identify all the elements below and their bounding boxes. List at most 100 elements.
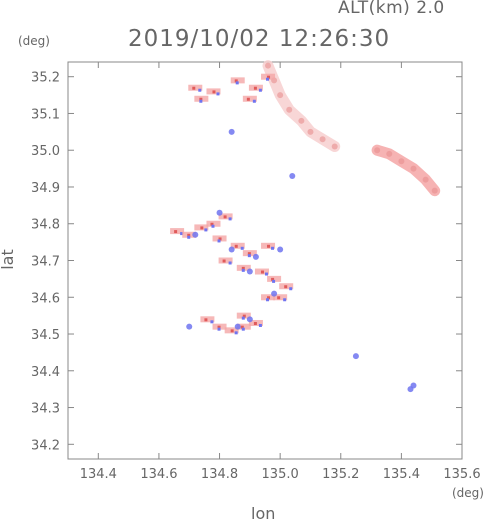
echo-core — [212, 90, 216, 94]
axis-ticks: 134.4 134.6 134.8 135.0 135.2 135.4 135.6 34.2 3… — [31, 62, 481, 482]
echo-core-blue — [198, 88, 202, 92]
cluster-east-band — [371, 144, 441, 197]
echo-core-blue — [217, 239, 221, 243]
x-tick-label: 134.6 — [140, 467, 177, 482]
y-tick-label: 34.6 — [31, 291, 60, 306]
echo-core — [260, 270, 264, 274]
echo-core-blue — [272, 279, 276, 283]
echo-core-blue — [217, 327, 221, 331]
timestamp-title: 2019/10/02 12:26:30 — [128, 26, 391, 52]
echo-core-blue — [204, 228, 208, 232]
echo-core-blue — [180, 232, 184, 236]
echo-core-blue — [266, 77, 270, 81]
echo-point — [398, 158, 405, 165]
echo-dot — [192, 231, 199, 238]
cluster-approaching-cores — [186, 128, 417, 393]
echo-point — [265, 62, 272, 69]
x-tick-label: 135.2 — [322, 467, 359, 482]
echo-core-blue — [264, 272, 268, 276]
echo-core — [246, 97, 250, 101]
y-axis-unit: (deg) — [18, 34, 50, 48]
echo-core-blue — [216, 92, 220, 96]
x-axis-label: lon — [251, 504, 276, 523]
echo-core — [277, 296, 281, 300]
echo-core-blue — [199, 99, 203, 103]
y-tick-label: 34.8 — [31, 218, 60, 233]
echo-core-blue — [283, 298, 287, 302]
echo-dot — [228, 246, 235, 253]
echo-point — [286, 106, 293, 113]
echo-core-blue — [228, 261, 232, 265]
echo-core — [253, 321, 257, 325]
echo-band — [262, 60, 341, 152]
echo-point — [431, 187, 438, 194]
cluster-central — [218, 257, 294, 302]
echo-core — [223, 215, 227, 219]
echo-core-blue — [258, 323, 262, 327]
y-tick-label: 34.4 — [31, 365, 60, 380]
echo-core-blue — [241, 327, 245, 331]
echo-core — [267, 75, 271, 79]
x-tick-label: 134.4 — [80, 467, 117, 482]
echo-core-blue — [240, 246, 244, 250]
y-tick-label: 34.3 — [31, 402, 60, 417]
echo-point — [319, 136, 326, 143]
echo-core — [187, 233, 191, 237]
echo-band — [371, 144, 441, 197]
echo-point — [422, 176, 429, 183]
echo-dot — [246, 268, 253, 275]
echo-core — [217, 325, 221, 329]
echo-core — [234, 79, 238, 83]
echo-core-blue — [258, 88, 262, 92]
data-marks — [170, 60, 441, 393]
plot-frame — [67, 61, 463, 460]
echo-core-blue — [210, 320, 214, 324]
y-tick-label: 34.5 — [31, 328, 60, 343]
y-tick-label: 35.2 — [31, 71, 60, 86]
echo-point — [277, 92, 284, 99]
echo-dot — [228, 128, 235, 135]
echo-core-blue — [234, 331, 238, 335]
cluster-north-arc — [262, 60, 341, 152]
echo-core — [210, 222, 214, 226]
echo-core — [240, 325, 244, 329]
echo-dot — [271, 290, 278, 297]
echo-dot — [234, 323, 241, 330]
echo-core-blue — [247, 254, 251, 258]
y-tick-label: 35.0 — [31, 144, 60, 159]
echo-core — [271, 277, 275, 281]
echo-dot — [277, 246, 284, 253]
echo-core-blue — [228, 217, 232, 221]
echo-core — [199, 97, 203, 101]
echo-core — [192, 86, 196, 90]
echo-point — [386, 150, 393, 157]
echo-point — [307, 128, 314, 135]
echo-core — [204, 318, 208, 322]
x-tick-label: 134.8 — [201, 467, 238, 482]
echo-core — [218, 237, 222, 241]
echo-point — [331, 143, 338, 150]
echo-core-blue — [289, 287, 293, 291]
echo-dot — [407, 386, 414, 393]
echo-core — [200, 226, 204, 230]
echo-dot — [252, 253, 259, 260]
echo-core-blue — [266, 298, 270, 302]
echo-core — [247, 252, 251, 256]
echo-dot — [352, 353, 359, 360]
y-tick-label: 34.7 — [31, 255, 60, 270]
echo-dot — [289, 172, 296, 179]
echo-core-blue — [271, 246, 275, 250]
cluster-northwest-patch — [188, 73, 276, 103]
y-tick-label: 34.2 — [31, 438, 60, 453]
echo-dot — [246, 316, 253, 323]
echo-core — [241, 266, 245, 270]
x-axis-unit: (deg) — [452, 486, 484, 500]
cluster-west-central — [170, 213, 276, 258]
x-tick-label: 135.4 — [383, 467, 420, 482]
echo-core — [267, 296, 271, 300]
x-tick-label: 135.0 — [262, 467, 299, 482]
echo-point — [410, 165, 417, 172]
echo-core-blue — [211, 224, 215, 228]
echo-core-blue — [252, 99, 256, 103]
echo-core — [174, 230, 178, 234]
